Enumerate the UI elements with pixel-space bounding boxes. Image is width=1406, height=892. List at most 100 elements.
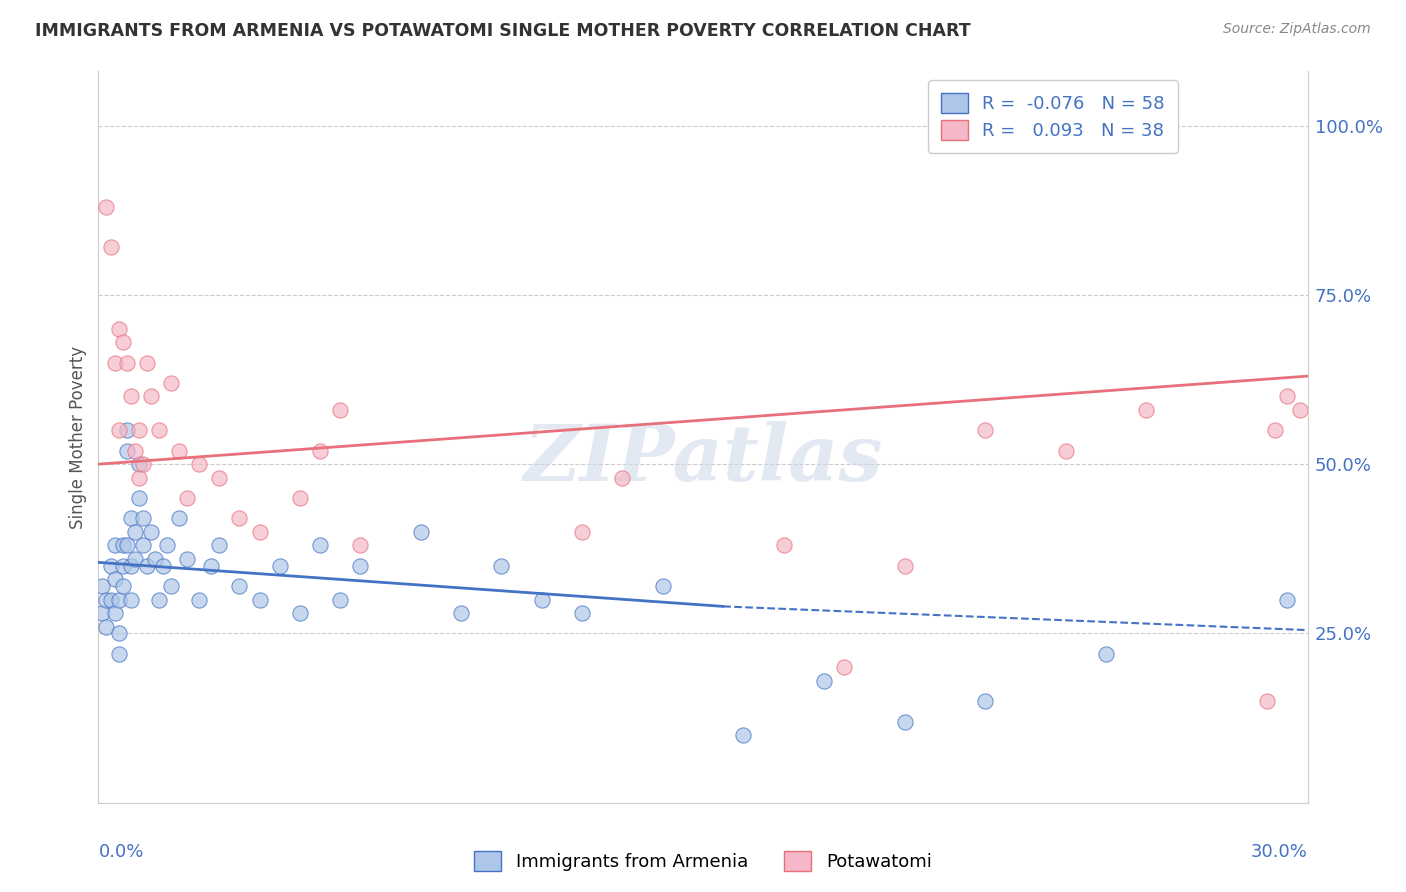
Point xyxy=(100,558,122,573)
Point xyxy=(530,592,553,607)
Point xyxy=(974,694,997,708)
Point xyxy=(100,592,122,607)
Point xyxy=(188,592,211,607)
Point xyxy=(832,660,855,674)
Point xyxy=(160,376,183,390)
Point xyxy=(349,538,371,552)
Point xyxy=(208,471,231,485)
Point xyxy=(103,355,125,369)
Text: IMMIGRANTS FROM ARMENIA VS POTAWATOMI SINGLE MOTHER POVERTY CORRELATION CHART: IMMIGRANTS FROM ARMENIA VS POTAWATOMI SI… xyxy=(35,22,970,40)
Point xyxy=(107,626,129,640)
Point xyxy=(208,538,231,552)
Point xyxy=(1256,694,1278,708)
Point xyxy=(1054,443,1077,458)
Point xyxy=(124,524,146,539)
Point xyxy=(111,538,134,552)
Point xyxy=(128,457,150,471)
Point xyxy=(120,592,142,607)
Point xyxy=(120,389,142,403)
Point xyxy=(148,592,170,607)
Y-axis label: Single Mother Poverty: Single Mother Poverty xyxy=(69,345,87,529)
Point xyxy=(491,558,513,573)
Point xyxy=(156,538,179,552)
Point xyxy=(128,423,150,437)
Point xyxy=(132,511,155,525)
Point xyxy=(115,355,138,369)
Point xyxy=(269,558,291,573)
Point xyxy=(111,579,134,593)
Point xyxy=(733,728,755,742)
Point xyxy=(200,558,222,573)
Point xyxy=(103,606,125,620)
Point xyxy=(176,552,198,566)
Point xyxy=(249,524,271,539)
Point xyxy=(135,558,157,573)
Point xyxy=(107,592,129,607)
Point xyxy=(148,423,170,437)
Point xyxy=(612,471,634,485)
Legend: Immigrants from Armenia, Potawatomi: Immigrants from Armenia, Potawatomi xyxy=(467,844,939,879)
Point xyxy=(772,538,794,552)
Point xyxy=(288,491,311,505)
Text: Source: ZipAtlas.com: Source: ZipAtlas.com xyxy=(1223,22,1371,37)
Point xyxy=(1277,592,1299,607)
Point xyxy=(309,443,332,458)
Point xyxy=(329,592,352,607)
Point xyxy=(349,558,371,573)
Point xyxy=(100,240,122,254)
Point xyxy=(329,403,352,417)
Point xyxy=(288,606,311,620)
Point xyxy=(450,606,472,620)
Point xyxy=(96,200,118,214)
Point xyxy=(409,524,432,539)
Point xyxy=(249,592,271,607)
Point xyxy=(120,558,142,573)
Point xyxy=(132,538,155,552)
Point xyxy=(167,443,190,458)
Point xyxy=(571,606,593,620)
Point xyxy=(91,606,114,620)
Point xyxy=(228,579,250,593)
Point xyxy=(135,355,157,369)
Point xyxy=(115,423,138,437)
Text: 0.0%: 0.0% xyxy=(98,843,143,861)
Point xyxy=(111,335,134,350)
Point xyxy=(132,457,155,471)
Point xyxy=(128,491,150,505)
Legend: R =  -0.076   N = 58, R =   0.093   N = 38: R = -0.076 N = 58, R = 0.093 N = 38 xyxy=(928,80,1178,153)
Point xyxy=(120,511,142,525)
Point xyxy=(176,491,198,505)
Point xyxy=(893,714,915,729)
Point xyxy=(115,538,138,552)
Point xyxy=(188,457,211,471)
Point xyxy=(893,558,915,573)
Point xyxy=(1288,403,1310,417)
Point xyxy=(124,443,146,458)
Point xyxy=(1135,403,1157,417)
Point xyxy=(1277,389,1299,403)
Point xyxy=(115,443,138,458)
Point xyxy=(103,572,125,586)
Point xyxy=(228,511,250,525)
Point xyxy=(107,423,129,437)
Point xyxy=(309,538,332,552)
Point xyxy=(571,524,593,539)
Point xyxy=(124,552,146,566)
Point xyxy=(139,524,162,539)
Point xyxy=(111,558,134,573)
Point xyxy=(96,620,118,634)
Point xyxy=(167,511,190,525)
Point xyxy=(91,579,114,593)
Point xyxy=(1095,647,1118,661)
Point xyxy=(139,389,162,403)
Point xyxy=(974,423,997,437)
Point xyxy=(107,647,129,661)
Point xyxy=(651,579,673,593)
Point xyxy=(103,538,125,552)
Point xyxy=(96,592,118,607)
Point xyxy=(128,471,150,485)
Text: 30.0%: 30.0% xyxy=(1251,843,1308,861)
Point xyxy=(1264,423,1286,437)
Text: ZIPatlas: ZIPatlas xyxy=(523,421,883,497)
Point xyxy=(107,322,129,336)
